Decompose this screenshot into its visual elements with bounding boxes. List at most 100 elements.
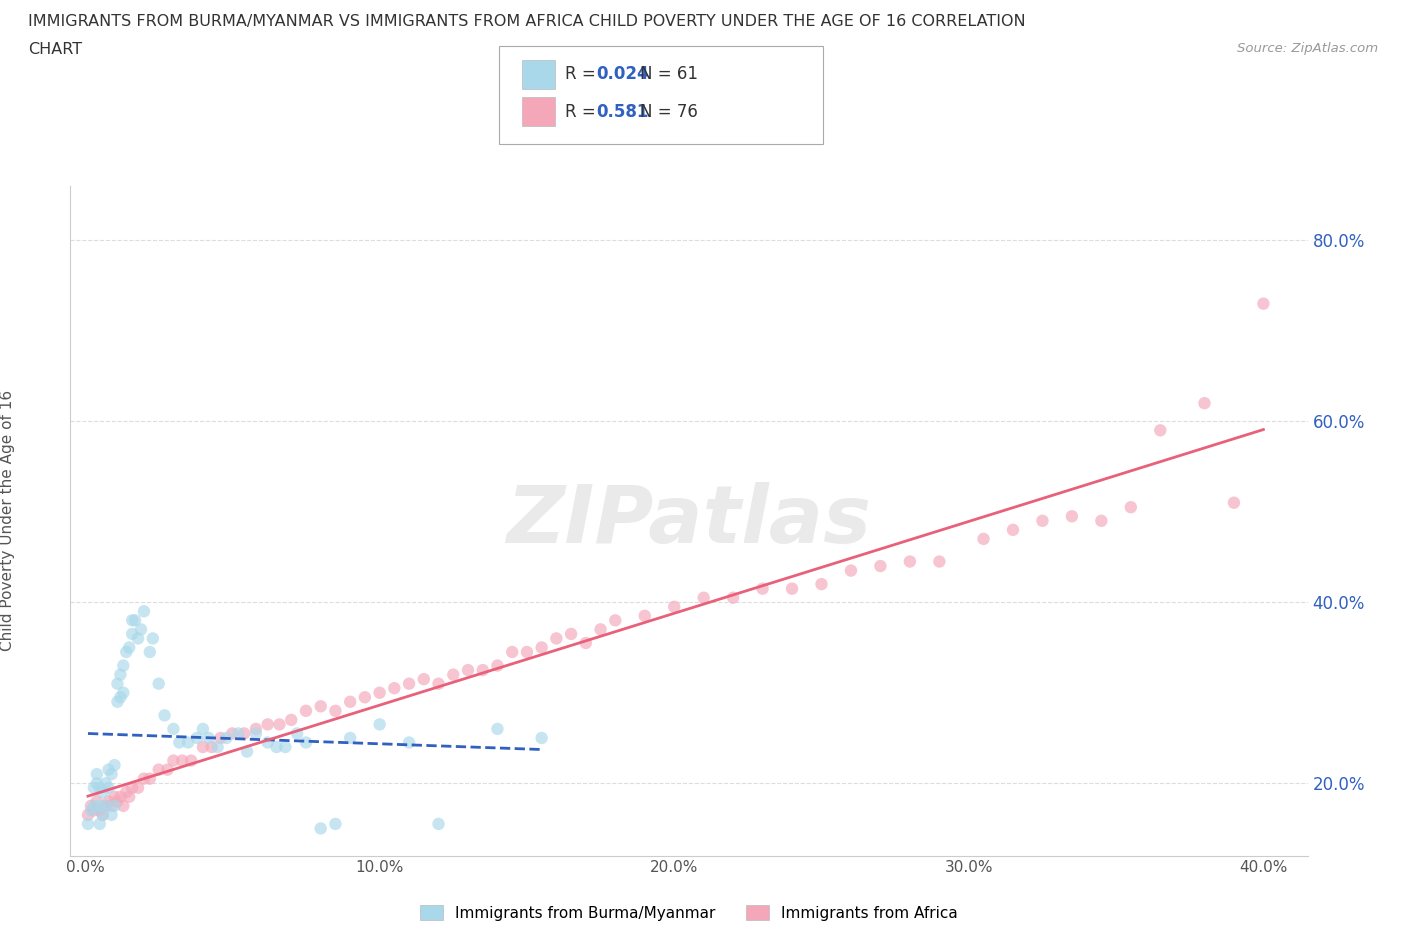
Point	[110, 667, 132, 682]
Point	[115, 785, 138, 800]
Point	[398, 735, 420, 750]
Point	[295, 735, 318, 750]
Point	[928, 554, 950, 569]
Y-axis label: Child Poverty Under the Age of 16: Child Poverty Under the Age of 16	[0, 391, 14, 651]
Point	[89, 803, 111, 817]
Point	[560, 627, 582, 642]
Point	[226, 726, 249, 741]
Point	[94, 798, 117, 813]
Point	[129, 622, 152, 637]
Point	[325, 817, 347, 831]
Point	[605, 613, 627, 628]
Point	[132, 604, 155, 618]
Point	[280, 712, 302, 727]
Point	[256, 735, 278, 750]
Point	[810, 577, 832, 591]
Point	[177, 735, 200, 750]
Point	[501, 644, 523, 659]
Point	[721, 591, 744, 605]
Point	[83, 798, 105, 813]
Point	[132, 771, 155, 786]
Point	[121, 780, 143, 795]
Point	[398, 676, 420, 691]
Point	[1031, 513, 1053, 528]
Point	[97, 794, 120, 809]
Point	[118, 640, 141, 655]
Point	[127, 780, 149, 795]
Point	[412, 671, 434, 686]
Point	[191, 739, 214, 754]
Text: R =: R =	[565, 102, 602, 121]
Point	[89, 798, 111, 813]
Point	[107, 794, 129, 809]
Point	[382, 681, 405, 696]
Point	[339, 731, 361, 746]
Point	[89, 817, 111, 831]
Point	[471, 663, 494, 678]
Point	[112, 798, 135, 813]
Point	[634, 608, 657, 623]
Point	[110, 790, 132, 804]
Point	[169, 735, 191, 750]
Point	[77, 817, 100, 831]
Text: R =: R =	[565, 65, 602, 84]
Point	[94, 776, 117, 790]
Point	[869, 559, 891, 574]
Point	[427, 676, 450, 691]
Point	[100, 766, 122, 781]
Text: 0.581: 0.581	[596, 102, 648, 121]
Point	[427, 817, 450, 831]
Point	[86, 794, 108, 809]
Point	[77, 807, 100, 822]
Point	[139, 771, 162, 786]
Point	[207, 739, 229, 754]
Point	[86, 766, 108, 781]
Point	[103, 798, 125, 813]
Point	[91, 807, 114, 822]
Point	[162, 753, 184, 768]
Point	[1119, 499, 1142, 514]
Point	[153, 708, 176, 723]
Text: N = 76: N = 76	[640, 102, 697, 121]
Point	[80, 803, 103, 817]
Point	[530, 731, 553, 746]
Point	[245, 722, 267, 737]
Text: Source: ZipAtlas.com: Source: ZipAtlas.com	[1237, 42, 1378, 55]
Point	[516, 644, 538, 659]
Point	[1149, 423, 1171, 438]
Point	[107, 676, 129, 691]
Point	[309, 821, 332, 836]
Point	[80, 798, 103, 813]
Point	[112, 685, 135, 700]
Point	[148, 763, 170, 777]
Point	[486, 722, 509, 737]
Point	[751, 581, 773, 596]
Point	[1253, 296, 1275, 311]
Point	[172, 753, 194, 768]
Point	[1223, 496, 1246, 511]
Point	[115, 644, 138, 659]
Point	[692, 591, 714, 605]
Point	[1060, 509, 1083, 524]
Point	[664, 599, 686, 614]
Point	[274, 739, 297, 754]
Text: IMMIGRANTS FROM BURMA/MYANMAR VS IMMIGRANTS FROM AFRICA CHILD POVERTY UNDER THE : IMMIGRANTS FROM BURMA/MYANMAR VS IMMIGRA…	[28, 14, 1026, 29]
Point	[83, 780, 105, 795]
Point	[368, 685, 391, 700]
Point	[127, 631, 149, 645]
Point	[191, 722, 214, 737]
Point	[295, 703, 318, 718]
Text: 0.024: 0.024	[596, 65, 648, 84]
Point	[103, 758, 125, 773]
Point	[91, 807, 114, 822]
Text: CHART: CHART	[28, 42, 82, 57]
Point	[309, 698, 332, 713]
Point	[269, 717, 291, 732]
Point	[221, 726, 243, 741]
Text: N = 61: N = 61	[640, 65, 697, 84]
Legend: Immigrants from Burma/Myanmar, Immigrants from Africa: Immigrants from Burma/Myanmar, Immigrant…	[412, 897, 966, 928]
Point	[575, 635, 598, 650]
Point	[266, 739, 288, 754]
Text: ZIPatlas: ZIPatlas	[506, 482, 872, 560]
Point	[780, 581, 803, 596]
